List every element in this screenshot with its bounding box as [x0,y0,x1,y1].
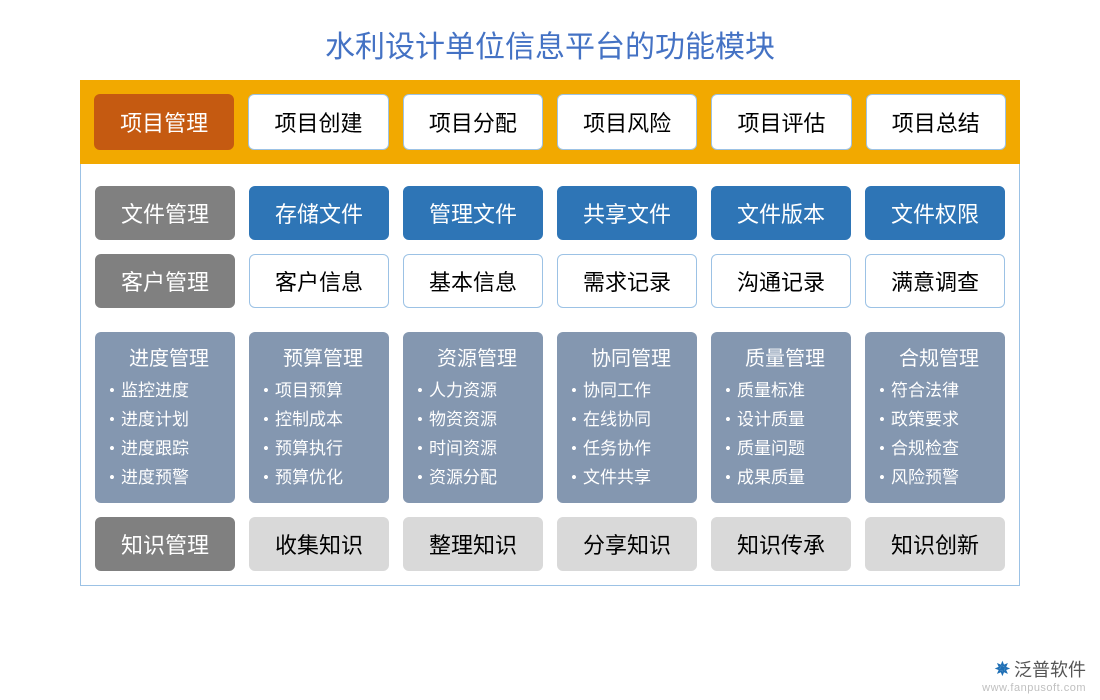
panels-row: 进度管理 监控进度 进度计划 进度跟踪 进度预警 预算管理 项目预算 控制成本 … [95,332,1005,503]
panel-progress: 进度管理 监控进度 进度计划 进度跟踪 进度预警 [95,332,235,503]
file-item[interactable]: 共享文件 [557,186,697,240]
customer-item[interactable]: 沟通记录 [711,254,851,308]
knowledge-item[interactable]: 收集知识 [249,517,389,571]
topbar-active-button[interactable]: 项目管理 [94,94,234,150]
panel-item: 资源分配 [417,464,537,493]
content-area: 文件管理 存储文件 管理文件 共享文件 文件版本 文件权限 客户管理 客户信息 … [80,164,1020,586]
knowledge-item[interactable]: 知识创新 [865,517,1005,571]
topbar-button[interactable]: 项目创建 [248,94,388,150]
panel-item: 人力资源 [417,377,537,406]
panel-item: 合规检查 [879,435,999,464]
panel-item: 协同工作 [571,377,691,406]
panel-item: 时间资源 [417,435,537,464]
panel-title: 质量管理 [725,342,845,371]
topbar-button[interactable]: 项目评估 [711,94,851,150]
panel-item: 在线协同 [571,406,691,435]
knowledge-row: 知识管理 收集知识 整理知识 分享知识 知识传承 知识创新 [95,517,1005,571]
topbar-button[interactable]: 项目分配 [403,94,543,150]
panel-item: 控制成本 [263,406,383,435]
file-row: 文件管理 存储文件 管理文件 共享文件 文件版本 文件权限 [95,186,1005,240]
file-label: 文件管理 [95,186,235,240]
customer-item[interactable]: 客户信息 [249,254,389,308]
watermark-brand: 泛普软件 [1014,656,1086,682]
customer-item[interactable]: 需求记录 [557,254,697,308]
customer-item[interactable]: 满意调查 [865,254,1005,308]
watermark-logo-icon: ✵ [995,659,1010,680]
file-item[interactable]: 文件版本 [711,186,851,240]
file-item[interactable]: 管理文件 [403,186,543,240]
watermark: ✵ 泛普软件 www.fanpusoft.com [982,656,1086,694]
panel-title: 协同管理 [571,342,691,371]
panel-item: 设计质量 [725,406,845,435]
panel-item: 质量问题 [725,435,845,464]
panel-item: 进度预警 [109,464,229,493]
panel-budget: 预算管理 项目预算 控制成本 预算执行 预算优化 [249,332,389,503]
panel-item: 进度计划 [109,406,229,435]
panel-item: 成果质量 [725,464,845,493]
topbar: 项目管理 项目创建 项目分配 项目风险 项目评估 项目总结 [80,80,1020,164]
customer-item[interactable]: 基本信息 [403,254,543,308]
panel-quality: 质量管理 质量标准 设计质量 质量问题 成果质量 [711,332,851,503]
panel-item: 文件共享 [571,464,691,493]
panel-compliance: 合规管理 符合法律 政策要求 合规检查 风险预警 [865,332,1005,503]
customer-label: 客户管理 [95,254,235,308]
file-item[interactable]: 文件权限 [865,186,1005,240]
knowledge-label: 知识管理 [95,517,235,571]
panel-title: 资源管理 [417,342,537,371]
panel-item: 项目预算 [263,377,383,406]
topbar-button[interactable]: 项目风险 [557,94,697,150]
panel-collab: 协同管理 协同工作 在线协同 任务协作 文件共享 [557,332,697,503]
panel-item: 预算执行 [263,435,383,464]
page-title: 水利设计单位信息平台的功能模块 [80,0,1020,80]
panel-item: 预算优化 [263,464,383,493]
file-item[interactable]: 存储文件 [249,186,389,240]
knowledge-item[interactable]: 分享知识 [557,517,697,571]
panel-item: 任务协作 [571,435,691,464]
panel-item: 进度跟踪 [109,435,229,464]
panel-title: 预算管理 [263,342,383,371]
panel-item: 政策要求 [879,406,999,435]
knowledge-item[interactable]: 整理知识 [403,517,543,571]
customer-row: 客户管理 客户信息 基本信息 需求记录 沟通记录 满意调查 [95,254,1005,308]
panel-resource: 资源管理 人力资源 物资资源 时间资源 资源分配 [403,332,543,503]
watermark-url: www.fanpusoft.com [982,682,1086,694]
panel-item: 符合法律 [879,377,999,406]
panel-title: 进度管理 [109,342,229,371]
panel-item: 监控进度 [109,377,229,406]
panel-item: 物资资源 [417,406,537,435]
panel-item: 质量标准 [725,377,845,406]
panel-item: 风险预警 [879,464,999,493]
knowledge-item[interactable]: 知识传承 [711,517,851,571]
panel-title: 合规管理 [879,342,999,371]
topbar-button[interactable]: 项目总结 [866,94,1006,150]
